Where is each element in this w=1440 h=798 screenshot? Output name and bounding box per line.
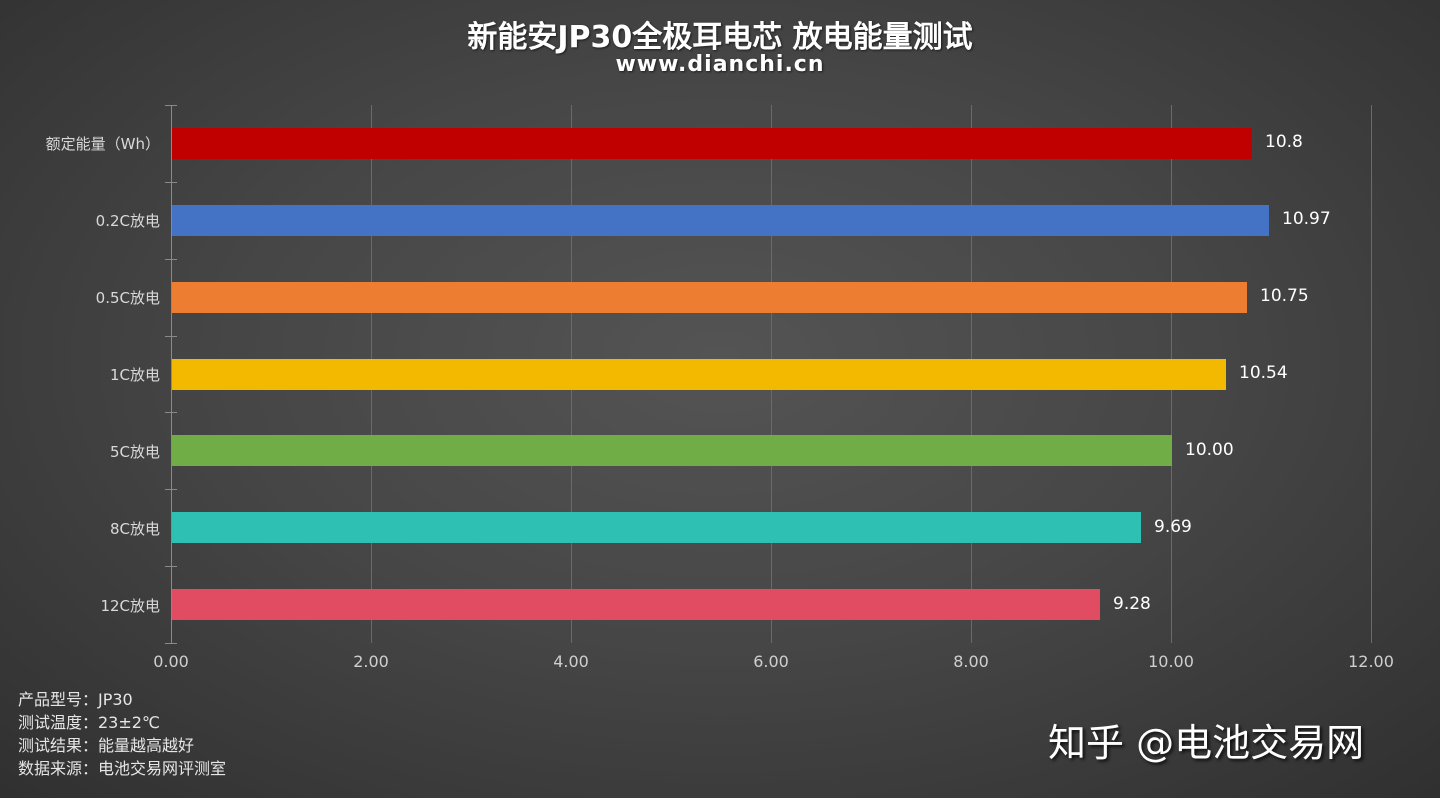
info-data-source: 数据来源：电池交易网评测室 xyxy=(18,759,227,778)
x-gridline xyxy=(1371,105,1372,643)
bar-value-label: 9.28 xyxy=(1113,593,1151,614)
bar xyxy=(172,358,1226,390)
x-tick-label: 12.00 xyxy=(1348,652,1394,671)
bar-value-label: 10.54 xyxy=(1239,363,1288,383)
y-tick-mark xyxy=(165,412,177,414)
category-label: 8C放电 xyxy=(109,519,160,538)
x-tick-label: 2.00 xyxy=(353,652,389,671)
y-tick-mark xyxy=(165,566,177,568)
x-tick-label: 6.00 xyxy=(753,652,789,671)
info-test-result: 测试结果：能量越高越好 xyxy=(18,736,195,755)
y-tick-mark xyxy=(165,258,177,260)
y-tick-mark xyxy=(165,489,177,491)
chart-subtitle: www.dianchi.cn xyxy=(615,52,825,77)
y-axis-line xyxy=(171,105,172,643)
category-label: 0.2C放电 xyxy=(95,212,160,231)
category-label: 12C放电 xyxy=(100,596,160,615)
x-tick-label: 0.00 xyxy=(153,652,189,671)
y-tick-mark xyxy=(165,105,177,106)
category-label: 0.5C放电 xyxy=(95,289,160,308)
bar xyxy=(172,204,1269,236)
category-label: 1C放电 xyxy=(109,366,160,384)
bar-value-label: 10.75 xyxy=(1260,286,1309,307)
bar xyxy=(172,281,1247,313)
y-tick-mark xyxy=(165,335,177,337)
bar-value-label: 9.69 xyxy=(1154,516,1192,537)
chart-title: 新能安JP30全极耳电芯 放电能量测试 xyxy=(467,20,973,55)
bar-value-label: 10.00 xyxy=(1185,439,1234,460)
bar xyxy=(172,589,1100,621)
x-tick-label: 8.00 xyxy=(953,652,989,671)
bar xyxy=(172,512,1141,544)
x-tick-label: 4.00 xyxy=(553,652,589,671)
test-info-panel: 产品型号：JP30 测试温度：23±2℃ 测试结果：能量越高越好 数据来源：电池… xyxy=(18,688,226,780)
bar xyxy=(172,127,1252,159)
bar-value-label: 10.97 xyxy=(1282,209,1331,230)
bar xyxy=(172,435,1172,467)
category-label: 5C放电 xyxy=(109,442,160,461)
y-tick-mark xyxy=(165,181,177,183)
y-tick-mark xyxy=(165,643,177,644)
bar-value-label: 10.8 xyxy=(1265,132,1303,153)
info-test-temperature: 测试温度：23±2℃ xyxy=(18,713,160,732)
category-label: 额定能量（Wh） xyxy=(45,135,160,154)
x-tick-label: 10.00 xyxy=(1148,652,1194,671)
zhihu-watermark: 知乎 @电池交易网 xyxy=(1048,721,1365,765)
info-product-model: 产品型号：JP30 xyxy=(18,690,133,709)
